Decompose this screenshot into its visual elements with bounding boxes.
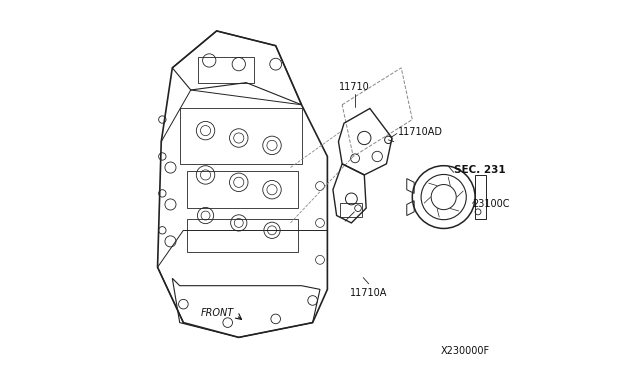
Bar — [187, 219, 298, 253]
Bar — [340, 203, 362, 217]
Bar — [187, 171, 298, 208]
Text: X230000F: X230000F — [441, 346, 490, 356]
Text: 23100C: 23100C — [472, 199, 510, 209]
Text: 11710AD: 11710AD — [397, 128, 442, 138]
Text: 11710A: 11710A — [350, 288, 387, 298]
Text: FRONT: FRONT — [201, 308, 234, 318]
Bar — [475, 175, 486, 219]
Text: SEC. 231: SEC. 231 — [454, 166, 506, 176]
Text: 11710: 11710 — [339, 82, 370, 92]
Bar — [180, 109, 301, 164]
Bar — [198, 57, 253, 83]
